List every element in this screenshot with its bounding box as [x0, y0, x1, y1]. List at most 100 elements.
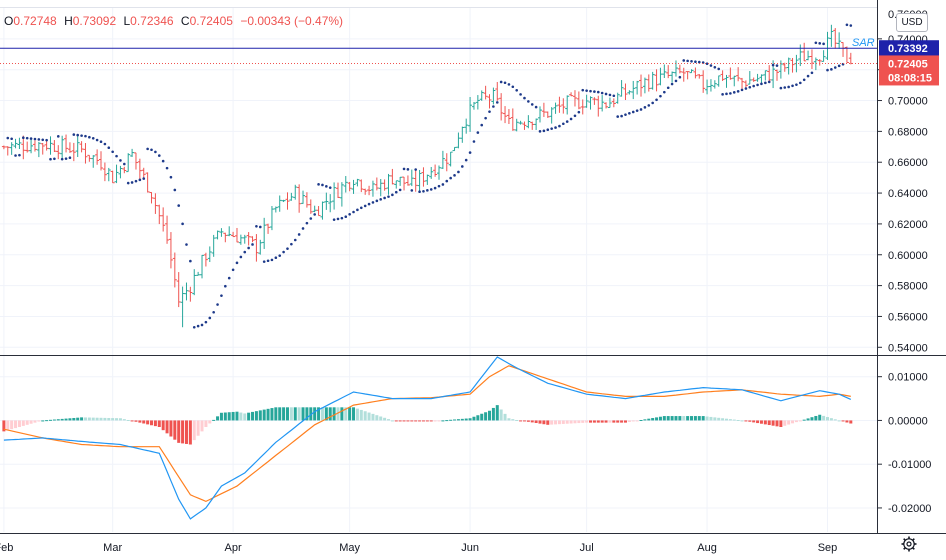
sar-dot: [787, 85, 790, 89]
sar-dot: [814, 41, 818, 45]
gear-icon[interactable]: [900, 535, 918, 553]
macd-histogram-bar: [262, 409, 266, 421]
sar-dot: [64, 157, 68, 160]
low-label: L: [123, 14, 131, 28]
last-price-label: 0.72405: [888, 58, 928, 70]
sar-dot: [760, 82, 763, 86]
sar-dot: [775, 64, 779, 67]
sar-dot: [670, 82, 674, 86]
time-tick-label: Jul: [580, 542, 594, 554]
macd-histogram-bar: [709, 416, 713, 421]
sar-dot: [464, 158, 468, 162]
sar-dot: [546, 128, 550, 132]
macd-histogram-bar: [573, 420, 577, 424]
sar-dot: [736, 90, 740, 93]
sar-dot: [806, 74, 810, 78]
sar-dot: [581, 88, 585, 92]
sar-dot: [624, 113, 627, 116]
sar-dot: [418, 190, 421, 194]
macd-histogram-bar: [771, 420, 775, 426]
macd-histogram-bar: [507, 418, 511, 421]
macd-histogram-bar: [355, 408, 359, 421]
sar-dot: [826, 68, 829, 72]
sar-dot: [142, 177, 146, 180]
sar-dot: [744, 87, 748, 90]
sar-dot: [802, 78, 806, 82]
macd-histogram-bar: [157, 420, 161, 427]
sar-dot: [523, 96, 526, 100]
macd-histogram-bar: [80, 417, 84, 421]
macd-histogram-bar: [717, 417, 721, 421]
sar-dot: [212, 310, 215, 314]
sar-dot: [616, 115, 620, 118]
macd-histogram-bar: [460, 418, 464, 421]
macd-histogram-bar: [433, 420, 437, 422]
macd-histogram-bar: [449, 419, 453, 421]
macd-histogram-bar: [612, 420, 616, 423]
sar-dot: [472, 140, 476, 143]
macd-histogram-bar: [744, 420, 748, 422]
sar-dot: [208, 316, 212, 320]
macd-histogram-bar: [631, 420, 635, 422]
macd-histogram-bar: [810, 417, 814, 421]
macd-histogram-bar: [68, 418, 72, 421]
sar-dot: [309, 217, 313, 220]
macd-histogram-bar: [503, 413, 507, 421]
macd-histogram-bar: [542, 420, 546, 425]
macd-histogram-bar: [289, 407, 293, 421]
sar-dot: [406, 168, 410, 171]
macd-histogram-bar: [682, 416, 686, 421]
macd-histogram-bar: [616, 420, 620, 423]
macd-histogram-bar: [425, 420, 429, 422]
macd-histogram-bar: [837, 420, 841, 422]
macd-histogram-bar: [752, 420, 756, 423]
sar-dot: [830, 68, 833, 71]
sar-dot: [239, 255, 243, 259]
sar-dot: [519, 93, 522, 96]
sar-dot: [721, 93, 724, 96]
sar-dot: [600, 91, 604, 95]
macd-histogram-bar: [825, 417, 829, 421]
sar-dot: [340, 216, 344, 220]
high-label: H: [64, 14, 73, 28]
macd-histogram-bar: [200, 420, 204, 432]
sar-dot: [22, 136, 25, 140]
macd-tick-label: 0.00000: [888, 415, 928, 427]
macd-histogram-bar: [759, 420, 763, 424]
macd-histogram-bar: [701, 416, 705, 421]
sar-dot: [37, 138, 41, 141]
currency-button[interactable]: USD: [896, 13, 928, 32]
macd-histogram-bar: [554, 420, 558, 425]
sar-dot: [398, 188, 402, 192]
macd-histogram-bar: [464, 418, 468, 421]
macd-histogram-bar: [2, 420, 6, 432]
sar-dot: [495, 101, 499, 104]
sar-dot: [822, 42, 825, 46]
sar-dot: [18, 153, 21, 157]
sar-dot: [476, 131, 480, 134]
sar-dot: [332, 218, 336, 221]
macd-histogram-bar: [658, 416, 662, 421]
sar-dot: [41, 138, 45, 142]
sar-dot: [484, 116, 487, 120]
macd-histogram-bar: [488, 410, 492, 421]
sar-dot: [729, 92, 732, 95]
macd-histogram-bar: [309, 407, 313, 421]
sar-dot: [628, 111, 631, 115]
price-tick-label: 0.58000: [888, 281, 928, 293]
macd-histogram-bar: [254, 411, 258, 421]
macd-pane[interactable]: [2, 356, 853, 520]
macd-histogram-bar: [21, 420, 25, 426]
sar-dot: [177, 204, 181, 207]
macd-histogram-bar: [841, 420, 845, 422]
time-tick-label: Feb: [0, 542, 13, 554]
sar-dot: [379, 198, 383, 201]
sar-dot: [49, 157, 52, 161]
price-pane[interactable]: [0, 23, 878, 329]
macd-histogram-bar: [153, 420, 157, 427]
macd-histogram-bar: [293, 407, 297, 421]
macd-histogram-bar: [495, 405, 499, 421]
macd-histogram-bar: [748, 420, 752, 422]
sar-dot: [224, 284, 227, 288]
